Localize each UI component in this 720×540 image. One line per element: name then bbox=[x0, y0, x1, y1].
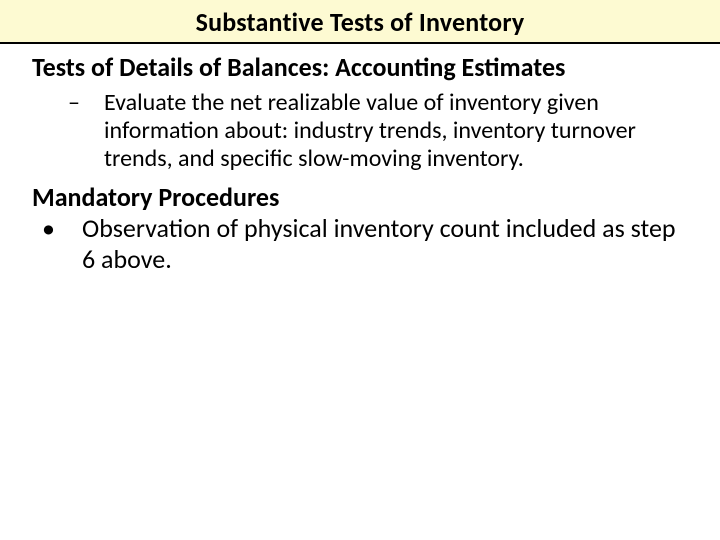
dash-bullet-icon: – bbox=[86, 89, 104, 117]
page-title: Substantive Tests of Inventory bbox=[0, 6, 720, 38]
list-item: – Evaluate the net realizable value of i… bbox=[32, 89, 688, 174]
list-item-text: Evaluate the net realizable value of inv… bbox=[104, 88, 636, 174]
title-bar: Substantive Tests of Inventory bbox=[0, 0, 720, 44]
content-area: Tests of Details of Balances: Accounting… bbox=[0, 44, 720, 275]
section-heading-estimates: Tests of Details of Balances: Accounting… bbox=[32, 52, 688, 83]
bullet-icon: • bbox=[62, 213, 82, 244]
list-item-text: Observation of physical inventory count … bbox=[82, 212, 676, 275]
list-item: • Observation of physical inventory coun… bbox=[32, 213, 688, 275]
section-heading-mandatory: Mandatory Procedures bbox=[32, 182, 688, 213]
